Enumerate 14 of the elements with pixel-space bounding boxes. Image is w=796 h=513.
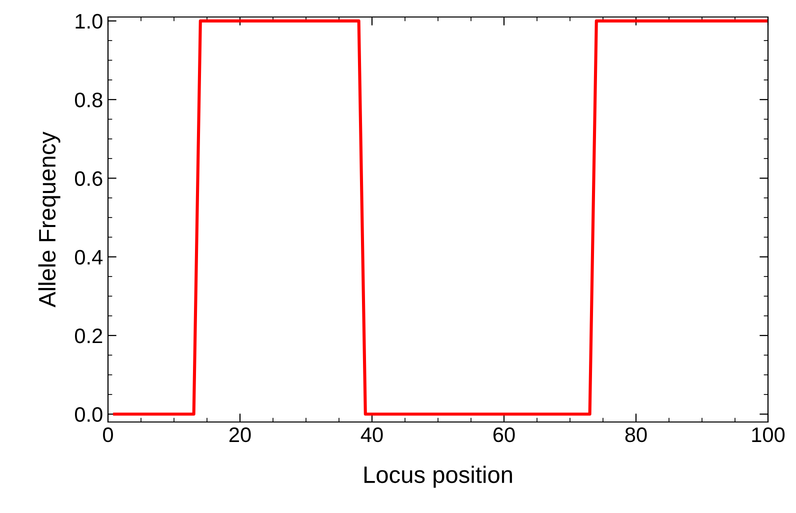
y-tick-label: 0.0	[74, 407, 102, 422]
y-tick-label: 0.6	[74, 171, 102, 186]
y-axis-title: Allele Frequency	[38, 132, 60, 308]
x-axis-title: Locus position	[364, 466, 512, 488]
x-tick-label: 60	[493, 427, 515, 442]
x-tick-label: 0	[103, 427, 113, 442]
y-tick-label: 0.2	[74, 328, 102, 344]
x-tick-label: 20	[229, 427, 251, 442]
y-tick-label: 0.4	[74, 250, 103, 265]
x-tick-label: 80	[625, 427, 647, 442]
x-tick-label: 100	[752, 427, 785, 442]
y-tick-label: 0.8	[74, 92, 102, 108]
x-tick-label: 40	[360, 427, 383, 442]
y-tick-label: 1.0	[76, 14, 102, 29]
